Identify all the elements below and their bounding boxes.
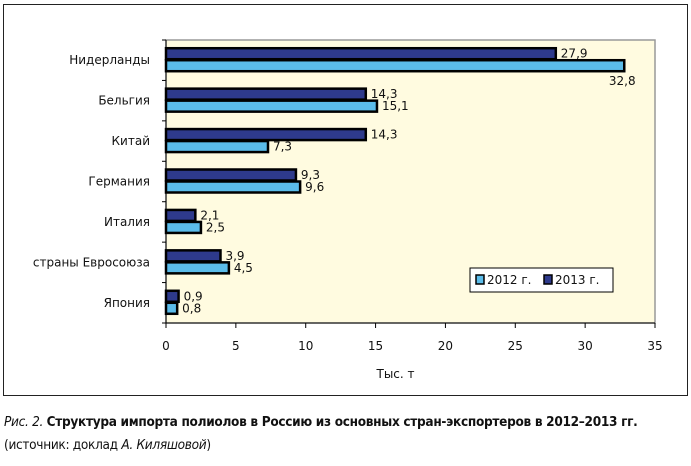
- bar-2013: [164, 289, 180, 304]
- legend-swatch: [475, 274, 485, 285]
- data-label: 14,3: [371, 128, 398, 142]
- x-tick-label: 10: [298, 339, 313, 353]
- bar-2012: [164, 58, 626, 73]
- data-label: 9,3: [301, 168, 320, 182]
- data-label: 27,9: [561, 47, 588, 61]
- figure-label: Рис. 2.: [4, 414, 44, 430]
- x-tick-label: 35: [647, 339, 662, 353]
- figure-source: (источник: доклад А. Киляшовой): [4, 437, 211, 453]
- category-label: Германия: [88, 175, 150, 189]
- bar-2012: [164, 261, 231, 275]
- figure-title: Структура импорта полиолов в Россию из о…: [46, 414, 638, 430]
- legend-label: 2012 г.: [487, 273, 531, 287]
- x-tick-label: 20: [438, 339, 453, 353]
- bar-2012: [164, 139, 270, 154]
- category-label: Нидерланды: [69, 53, 150, 67]
- x-tick-label: 30: [578, 339, 593, 353]
- x-tick-label: 0: [162, 339, 170, 353]
- x-axis-title: Тыс. т: [375, 367, 414, 381]
- category-label: Япония: [104, 296, 150, 310]
- category-label: страны Евросоюза: [33, 255, 150, 269]
- source-suffix: ): [206, 437, 211, 453]
- bar-2013: [164, 46, 558, 61]
- data-label: 2,5: [206, 220, 225, 234]
- source-prefix: (источник: доклад: [4, 437, 122, 453]
- bar-2012: [164, 301, 179, 316]
- data-label: 0,8: [182, 301, 201, 315]
- legend: [469, 267, 614, 293]
- source-author: А. Киляшовой: [121, 437, 207, 453]
- data-label: 0,9: [184, 289, 203, 303]
- data-label: 4,5: [234, 261, 253, 275]
- data-label: 14,3: [371, 87, 398, 101]
- category-label: Китай: [112, 134, 150, 148]
- bar-chart: 0 5 10 15 20 25 30 35 Тыс. т Нидерланды 27,9 32,8 Бе…: [33, 39, 663, 381]
- bar-2013: [164, 249, 222, 263]
- category-label: Бельгия: [98, 94, 150, 108]
- chart-frame: [3, 4, 688, 396]
- x-tick-label: 25: [508, 339, 523, 353]
- data-label: 32,8: [609, 74, 636, 88]
- category-label: Италия: [104, 215, 150, 229]
- bar-2013: [164, 127, 368, 142]
- data-label: 15,1: [382, 99, 409, 113]
- legend-swatch: [543, 274, 553, 285]
- data-label: 9,6: [305, 180, 324, 194]
- bar-2013: [164, 87, 368, 101]
- bar-2012: [164, 180, 302, 194]
- x-tick-label: 5: [232, 339, 240, 353]
- legend-label: 2013 г.: [555, 273, 599, 287]
- bar-2013: [164, 208, 197, 223]
- bar-2012: [164, 99, 379, 113]
- data-label: 3,9: [225, 249, 244, 263]
- x-tick-label: 15: [368, 339, 383, 353]
- bar-2013: [164, 168, 298, 182]
- data-label: 7,3: [273, 140, 292, 154]
- data-label: 2,1: [200, 208, 219, 222]
- bar-2012: [164, 220, 203, 235]
- figure-caption: Рис. 2. Структура импорта полиолов в Рос…: [4, 414, 638, 430]
